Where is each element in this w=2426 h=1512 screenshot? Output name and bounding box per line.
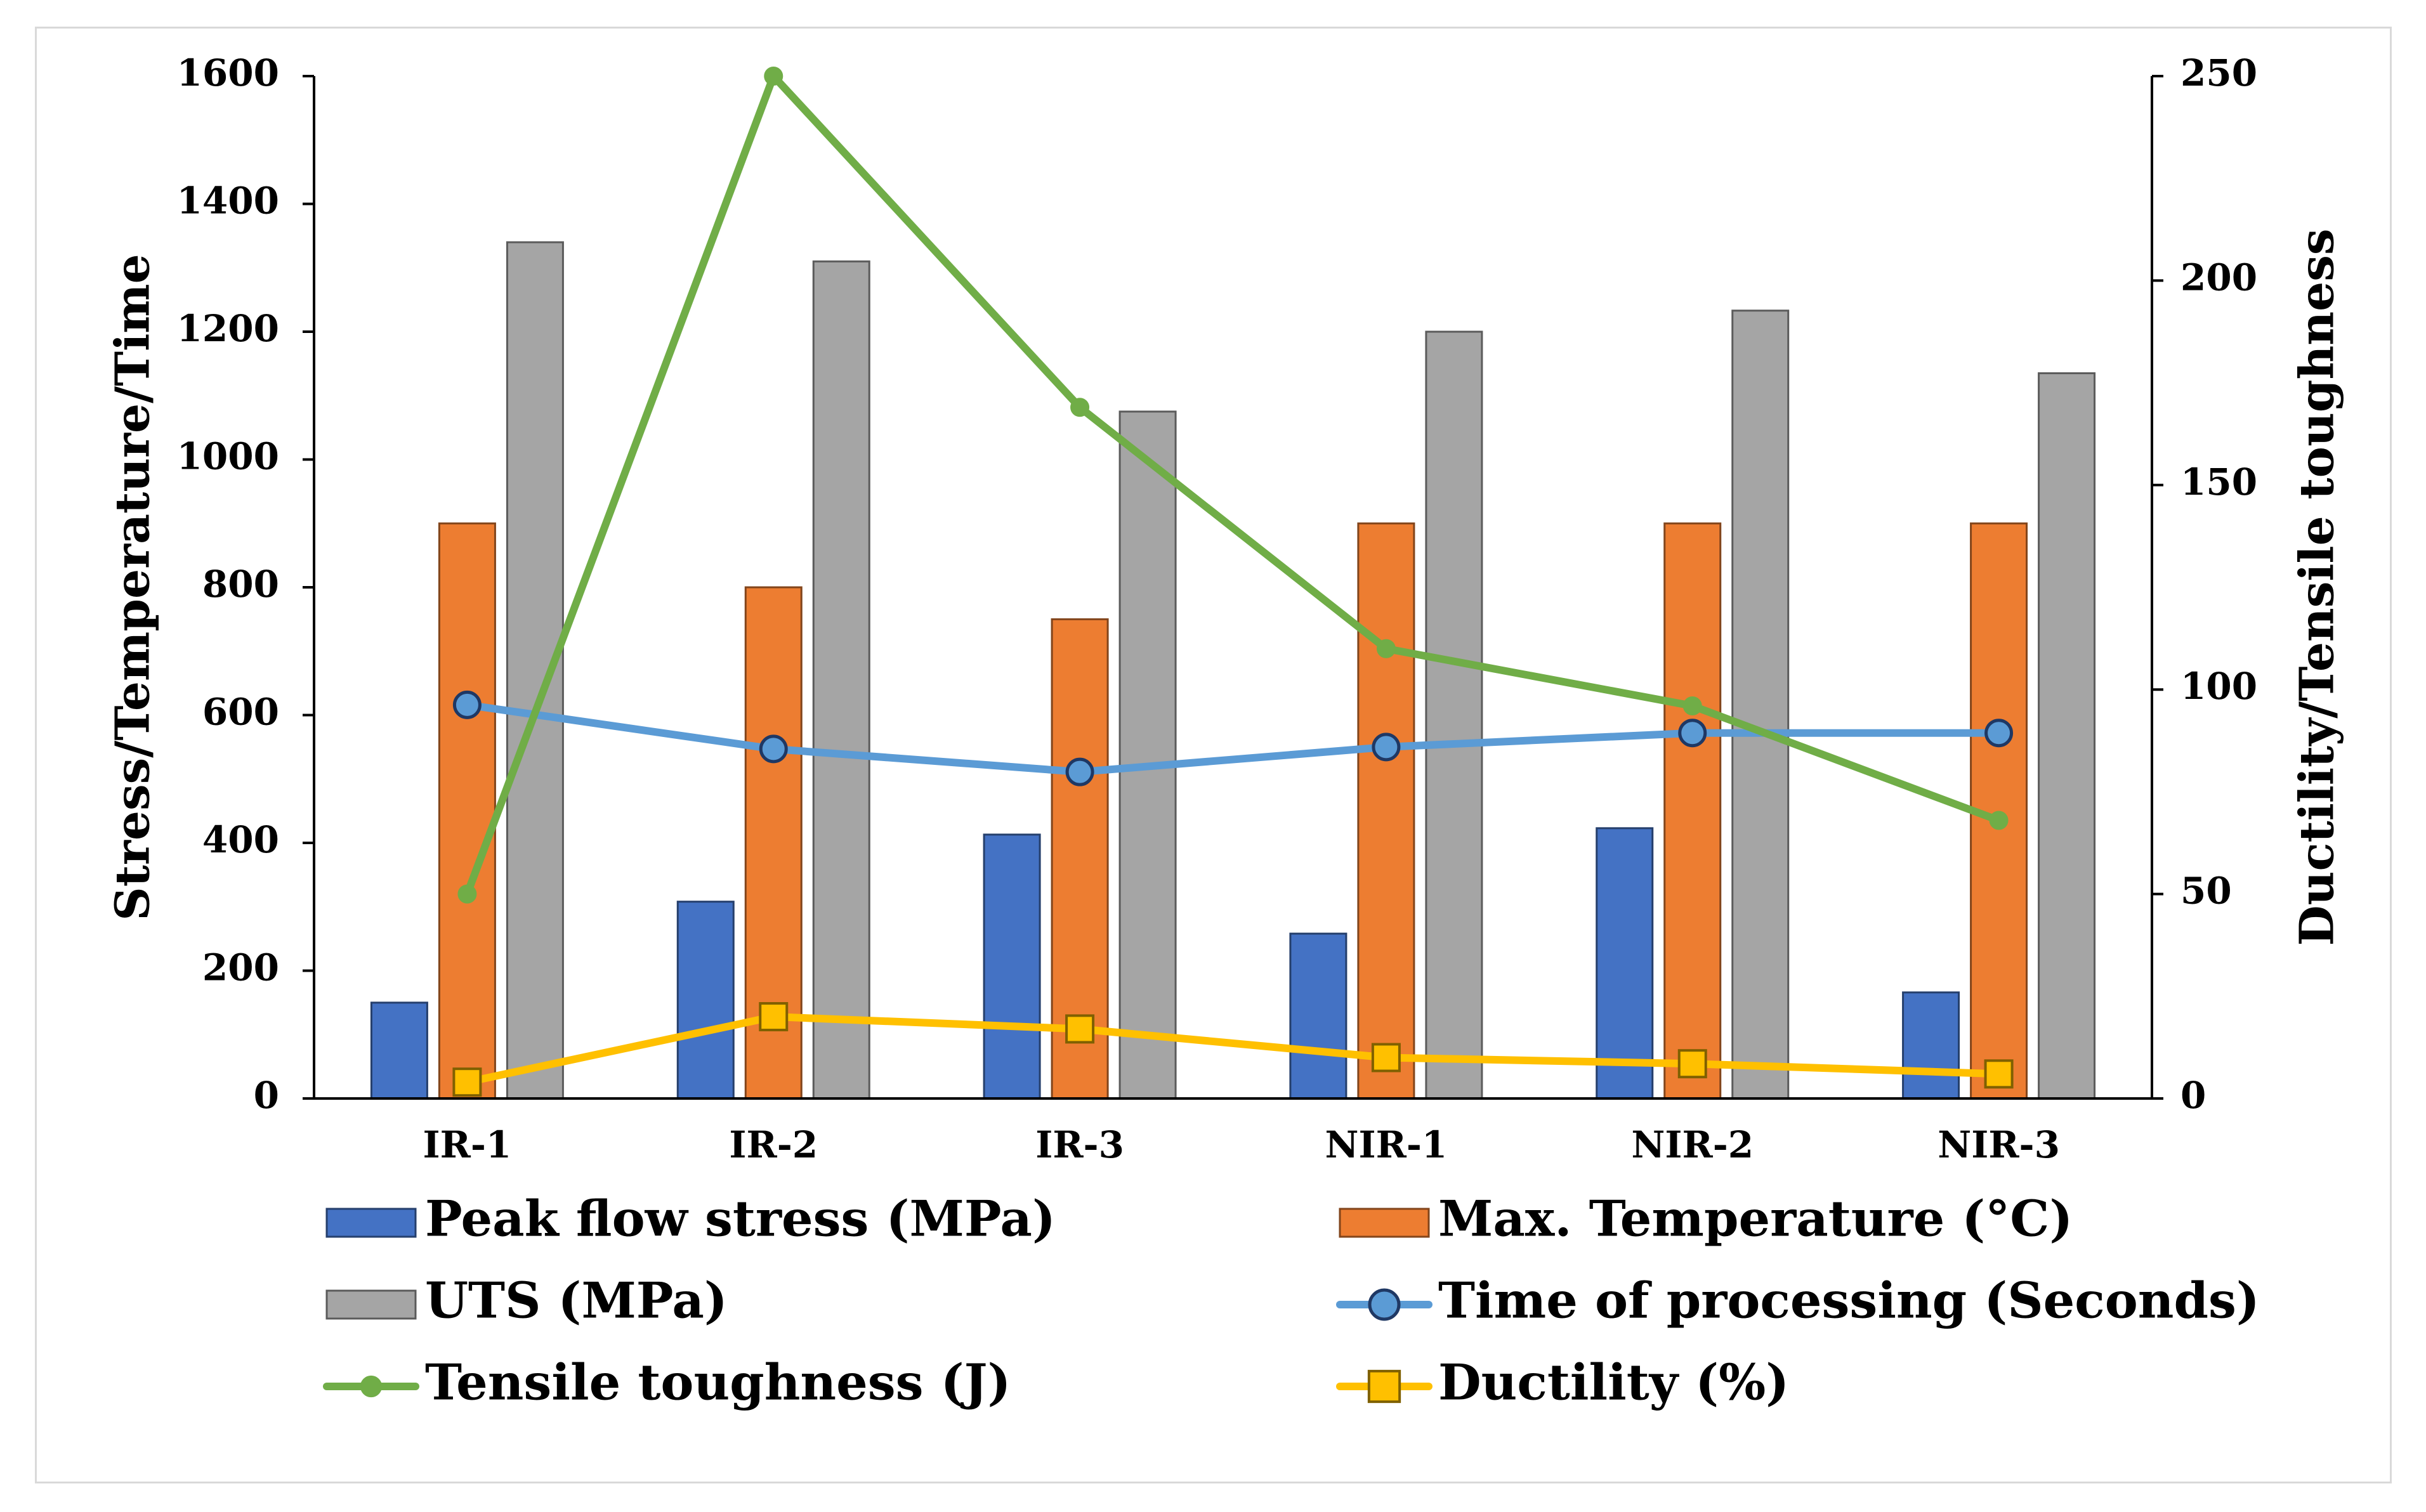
- legend-marker: [1368, 1288, 1401, 1321]
- category-label-ir-2: IR-2: [729, 1123, 818, 1166]
- bar-max-temperature-c-nir-1: [1357, 522, 1415, 1100]
- category-label-ir-3: IR-3: [1035, 1123, 1124, 1166]
- left-tick-label: 800: [202, 563, 279, 606]
- bar-uts-mpa-ir-3: [1118, 410, 1177, 1100]
- point-tensile-toughness-j-nir-1: [1376, 639, 1396, 658]
- legend-swatch: [1339, 1208, 1430, 1238]
- left-tick-label: 1400: [177, 179, 279, 223]
- bar-peak-flow-stress-mpa-nir-1: [1289, 932, 1347, 1100]
- bar-uts-mpa-nir-3: [2038, 372, 2096, 1100]
- left-tick-label: 1000: [177, 435, 279, 478]
- bar-uts-mpa-nir-1: [1425, 330, 1483, 1100]
- point-ductility-ir-3: [1065, 1014, 1095, 1044]
- legend-item-uts-mpa: UTS (MPa): [325, 1272, 728, 1330]
- bar-uts-mpa-nir-2: [1731, 310, 1790, 1100]
- axes-layer: [313, 76, 2153, 1100]
- left-tick-label: 1200: [177, 307, 279, 350]
- point-ductility-nir-2: [1677, 1049, 1707, 1079]
- right-tick-label: 150: [2180, 460, 2257, 504]
- point-ductility-nir-3: [1984, 1059, 2014, 1089]
- bar-peak-flow-stress-mpa-nir-2: [1596, 827, 1654, 1100]
- category-label-nir-3: NIR-3: [1938, 1123, 2060, 1166]
- line-ductility: [463, 1013, 2003, 1086]
- legend-label: UTS (MPa): [425, 1272, 728, 1330]
- line-time-of-processing-seconds: [463, 701, 2003, 776]
- bar-max-temperature-c-ir-3: [1051, 618, 1109, 1100]
- left-tick-label: 0: [254, 1074, 279, 1117]
- bar-peak-flow-stress-mpa-nir-3: [1902, 991, 1960, 1100]
- line-tensile-toughness-j: [463, 72, 2003, 898]
- left-tick-label: 400: [202, 818, 279, 861]
- ticks-layer: 0 200 400 600 800 1000 1200 1400 1600 0 50 100 150 20…: [177, 51, 2258, 1166]
- bar-peak-flow-stress-mpa-ir-3: [983, 833, 1041, 1100]
- legend-swatch: [325, 1208, 417, 1238]
- legend-label: Tensile toughness (J): [425, 1354, 1011, 1412]
- point-tensile-toughness-j-ir-1: [457, 884, 477, 904]
- legend-item-tensile-toughness-j: Tensile toughness (J): [323, 1354, 1011, 1412]
- legend-swatch: [325, 1289, 417, 1320]
- legend-marker: [360, 1375, 383, 1398]
- bar-max-temperature-c-ir-1: [438, 522, 496, 1100]
- left-axis-title: Stress/Temperature/Time: [106, 254, 161, 920]
- point-tensile-toughness-j-ir-3: [1070, 398, 1090, 417]
- category-label-nir-1: NIR-1: [1325, 1123, 1448, 1166]
- legend-label: Peak flow stress (MPa): [425, 1190, 1056, 1248]
- legend-label: Ductility (%): [1438, 1354, 1789, 1412]
- point-tensile-toughness-j-ir-2: [764, 67, 784, 86]
- point-time-of-processing-seconds-nir-2: [1678, 719, 1707, 748]
- right-axis-title: Ductility/Tensile toughness: [2290, 228, 2345, 946]
- point-time-of-processing-seconds-ir-3: [1065, 757, 1094, 786]
- legend-item-peak-flow-stress-mpa: Peak flow stress (MPa): [325, 1190, 1056, 1248]
- legend-label: Max. Temperature (°C): [1438, 1190, 2073, 1248]
- left-tick-label: 200: [202, 946, 279, 989]
- lines-layer: [452, 67, 2014, 1097]
- right-tick-label: 200: [2180, 256, 2257, 299]
- point-ductility-nir-1: [1371, 1043, 1401, 1072]
- right-tick-label: 250: [2180, 51, 2257, 94]
- point-ductility-ir-1: [452, 1067, 482, 1097]
- legend-item-max-temperature-c: Max. Temperature (°C): [1339, 1190, 2073, 1248]
- bar-peak-flow-stress-mpa-ir-2: [676, 901, 735, 1100]
- bars-layer: [370, 241, 2096, 1100]
- bar-uts-mpa-ir-2: [812, 260, 870, 1100]
- category-label-nir-2: NIR-2: [1631, 1123, 1754, 1166]
- category-label-ir-1: IR-1: [423, 1123, 512, 1166]
- bar-peak-flow-stress-mpa-ir-1: [370, 1001, 428, 1100]
- bar-max-temperature-c-nir-2: [1663, 522, 1722, 1100]
- right-tick-label: 50: [2180, 870, 2232, 913]
- point-ductility-ir-2: [759, 1002, 789, 1032]
- point-time-of-processing-seconds-ir-2: [759, 734, 788, 764]
- legend: Peak flow stress (MPa) Max. Temperature (…: [323, 1190, 2260, 1412]
- left-tick-label: 1600: [177, 51, 279, 94]
- point-tensile-toughness-j-nir-2: [1682, 696, 1702, 715]
- point-tensile-toughness-j-nir-3: [1989, 811, 2009, 830]
- legend-item-ductility: Ductility (%): [1336, 1354, 1789, 1412]
- legend-item-time-of-processing-seconds: Time of processing (Seconds): [1336, 1272, 2260, 1330]
- point-time-of-processing-seconds-nir-3: [1984, 719, 2014, 748]
- point-time-of-processing-seconds-nir-1: [1372, 733, 1401, 762]
- point-time-of-processing-seconds-ir-1: [452, 690, 482, 719]
- legend-marker: [1367, 1369, 1401, 1404]
- right-tick-label: 100: [2180, 665, 2257, 708]
- left-tick-label: 600: [202, 691, 279, 734]
- right-tick-label: 0: [2180, 1074, 2206, 1117]
- legend-label: Time of processing (Seconds): [1438, 1272, 2260, 1330]
